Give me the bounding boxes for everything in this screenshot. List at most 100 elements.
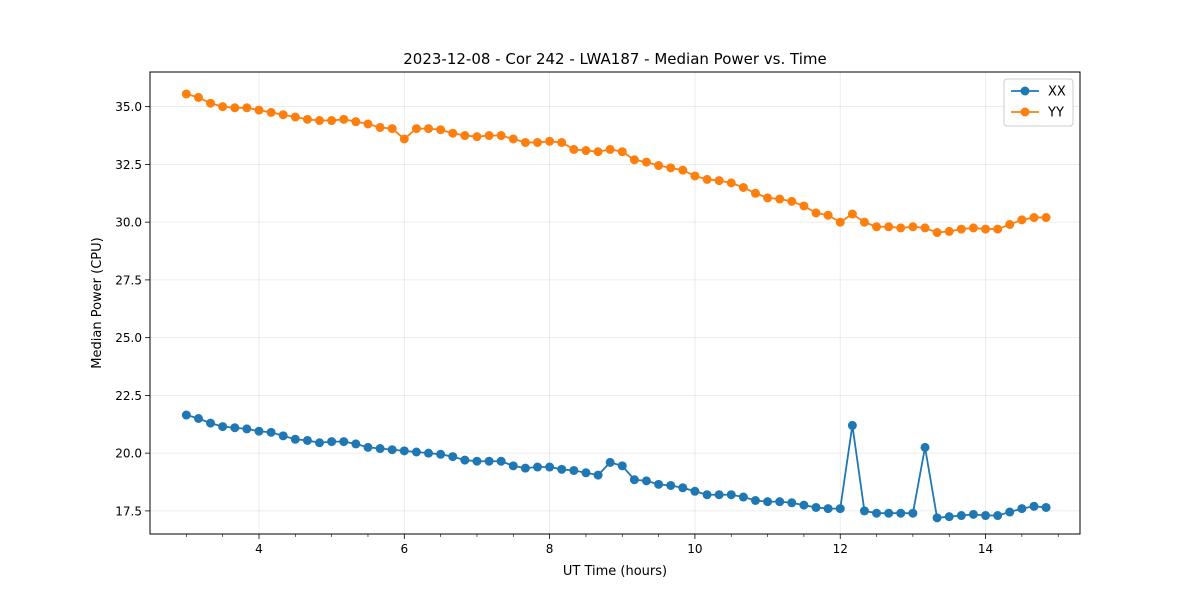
data-point-xx <box>859 506 869 516</box>
data-point-yy <box>581 146 591 156</box>
data-point-yy <box>302 114 312 124</box>
data-point-xx <box>569 465 579 475</box>
data-point-yy <box>896 223 906 233</box>
data-point-xx <box>823 504 833 514</box>
y-tick-label: 20.0 <box>115 447 142 461</box>
data-point-xx <box>387 445 397 455</box>
data-point-xx <box>351 439 361 449</box>
data-point-yy <box>460 131 470 141</box>
data-point-xx <box>641 476 651 486</box>
data-point-xx <box>726 490 736 500</box>
data-point-yy <box>266 107 276 117</box>
data-point-xx <box>399 446 409 456</box>
data-point-yy <box>1029 213 1039 223</box>
data-point-xx <box>787 498 797 508</box>
data-point-xx <box>206 418 216 428</box>
data-point-xx <box>993 511 1003 521</box>
data-point-yy <box>859 217 869 227</box>
series-layer <box>181 89 1051 523</box>
data-point-yy <box>496 131 506 141</box>
y-tick-label: 30.0 <box>115 216 142 230</box>
data-point-xx <box>884 508 894 518</box>
y-tick-label: 35.0 <box>115 100 142 114</box>
data-point-xx <box>605 457 615 467</box>
data-point-yy <box>508 134 518 144</box>
data-point-yy <box>351 117 361 127</box>
data-point-yy <box>968 223 978 233</box>
data-point-yy <box>193 92 203 102</box>
data-point-yy <box>545 136 555 146</box>
data-point-yy <box>690 171 700 181</box>
data-point-yy <box>484 131 494 141</box>
data-point-yy <box>702 174 712 184</box>
data-point-xx <box>520 463 530 473</box>
x-axis-label: UT Time (hours) <box>563 564 667 579</box>
data-point-yy <box>339 114 349 124</box>
data-point-yy <box>993 224 1003 234</box>
data-point-yy <box>218 102 228 112</box>
data-point-yy <box>1041 213 1051 223</box>
data-point-yy <box>678 165 688 175</box>
data-point-xx <box>678 483 688 493</box>
data-point-yy <box>315 116 325 126</box>
data-point-xx <box>339 437 349 447</box>
data-point-yy <box>242 103 252 113</box>
data-point-yy <box>738 183 748 192</box>
data-point-yy <box>787 196 797 206</box>
data-point-yy <box>254 105 264 115</box>
data-point-yy <box>726 178 736 188</box>
data-point-yy <box>520 137 530 147</box>
data-point-yy <box>835 217 845 227</box>
data-point-xx <box>896 508 906 518</box>
data-point-yy <box>956 224 966 234</box>
data-point-yy <box>387 124 397 134</box>
data-point-xx <box>448 452 458 462</box>
data-point-xx <box>266 427 276 437</box>
data-point-yy <box>206 98 216 108</box>
data-point-xx <box>375 444 385 454</box>
y-tick-label: 17.5 <box>115 504 142 518</box>
data-point-yy <box>872 222 882 232</box>
data-point-yy <box>278 110 288 120</box>
data-point-yy <box>654 161 664 171</box>
data-point-xx <box>1005 507 1015 517</box>
data-point-yy <box>666 163 676 173</box>
data-point-xx <box>714 490 724 500</box>
x-tick-label: 10 <box>687 542 702 556</box>
x-tick-label: 4 <box>255 542 263 556</box>
data-point-yy <box>363 119 373 129</box>
grid <box>150 72 1080 534</box>
data-point-xx <box>738 492 748 502</box>
data-point-yy <box>593 147 603 157</box>
data-point-xx <box>472 456 482 466</box>
data-point-xx <box>775 497 785 507</box>
data-point-xx <box>811 502 821 512</box>
data-point-yy <box>641 157 651 167</box>
data-point-xx <box>956 511 966 521</box>
y-tick-label: 32.5 <box>115 158 142 172</box>
data-point-yy <box>557 137 567 147</box>
data-point-xx <box>654 479 664 489</box>
data-point-xx <box>702 490 712 500</box>
y-axis-label: Median Power (CPU) <box>90 237 105 368</box>
data-point-xx <box>908 508 918 518</box>
data-point-yy <box>1017 215 1027 225</box>
data-point-yy <box>775 194 785 204</box>
data-point-xx <box>944 512 954 522</box>
data-point-yy <box>532 137 542 147</box>
data-point-xx <box>690 486 700 496</box>
data-point-xx <box>327 437 337 447</box>
x-tick-label: 14 <box>978 542 993 556</box>
data-point-xx <box>363 442 373 452</box>
data-point-xx <box>290 434 300 444</box>
data-point-xx <box>242 424 252 434</box>
data-point-xx <box>763 497 773 507</box>
data-point-yy <box>399 134 409 144</box>
data-point-yy <box>629 155 639 165</box>
x-tick-label: 12 <box>833 542 848 556</box>
legend-marker-yy <box>1020 107 1030 117</box>
legend-label-yy: YY <box>1047 106 1064 121</box>
legend-label-xx: XX <box>1048 85 1066 100</box>
legend: XX YY <box>1003 78 1074 127</box>
